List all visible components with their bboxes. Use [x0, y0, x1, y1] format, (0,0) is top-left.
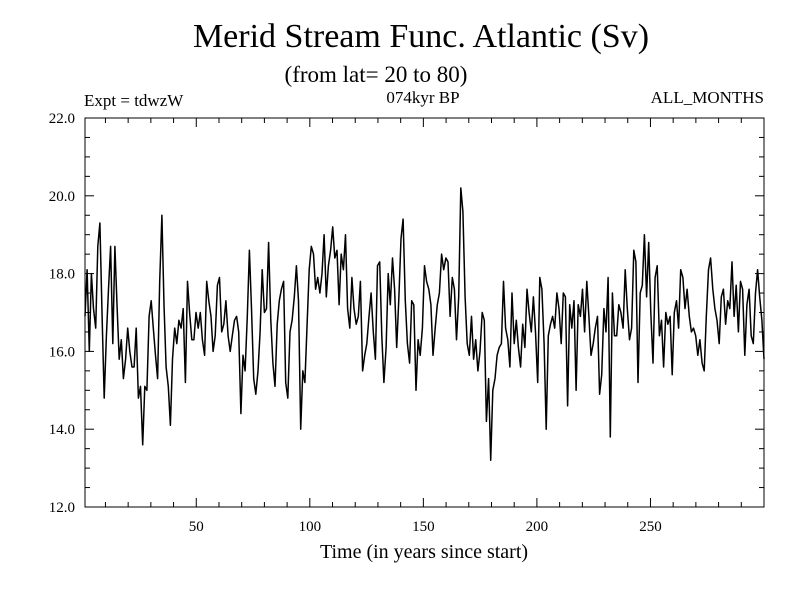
x-axis-label: Time (in years since start) [320, 541, 528, 563]
x-tick-label: 50 [189, 519, 204, 535]
y-tick-label: 16.0 [49, 344, 75, 360]
y-tick-label: 12.0 [49, 500, 75, 516]
x-tick-labels: 50 100 150 200 250 [189, 519, 662, 535]
chart-title: Merid Stream Func. Atlantic (Sv) [193, 18, 649, 55]
x-tick-label: 100 [299, 519, 322, 535]
chart-subtitle: (from lat= 20 to 80) [285, 62, 468, 87]
x-tick-label: 250 [639, 519, 662, 535]
x-tick-label: 200 [526, 519, 549, 535]
y-tick-label: 22.0 [49, 111, 75, 127]
time-period-label: 074kyr BP [386, 88, 459, 107]
months-label: ALL_MONTHS [651, 88, 764, 107]
experiment-label: Expt = tdwzW [84, 91, 184, 110]
series-line [84, 187, 765, 462]
y-tick-label: 18.0 [49, 267, 75, 283]
y-tick-label: 14.0 [49, 422, 75, 438]
x-tick-label: 150 [412, 519, 435, 535]
y-tick-label: 20.0 [49, 189, 75, 205]
y-tick-labels: 12.0 14.0 16.0 18.0 20.0 22.0 [49, 111, 75, 516]
